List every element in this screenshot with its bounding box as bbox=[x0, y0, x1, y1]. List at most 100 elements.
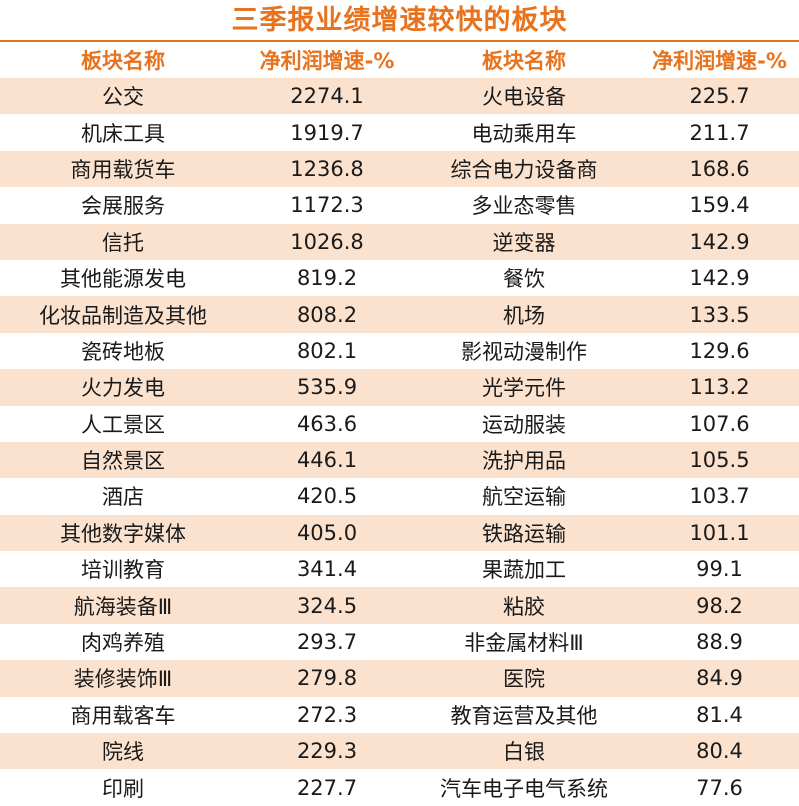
left-sector-name-cell: 公交 bbox=[0, 78, 246, 115]
left-sector-name-cell: 培训教育 bbox=[0, 551, 246, 588]
header-row: 板块名称 净利润增速-% 板块名称 净利润增速-% bbox=[0, 42, 799, 78]
right-profit-growth-cell: 98.2 bbox=[640, 587, 799, 624]
left-profit-growth-cell: 819.2 bbox=[246, 259, 408, 297]
header-sector-name-left: 板块名称 bbox=[81, 49, 165, 73]
table-row: 院线 229.3 白银 80.4 bbox=[0, 733, 799, 770]
left-profit-growth-cell: 535.9 bbox=[246, 369, 408, 406]
left-profit-growth-cell: 1026.8 bbox=[246, 223, 408, 260]
right-profit-growth-cell: 113.2 bbox=[640, 369, 799, 406]
right-profit-growth-cell: 99.1 bbox=[640, 551, 799, 588]
right-sector-name-cell: 医院 bbox=[408, 660, 640, 697]
right-profit-growth-cell: 84.9 bbox=[640, 660, 799, 697]
table-row: 人工景区 463.6 运动服装 107.6 bbox=[0, 405, 799, 442]
right-profit-growth-cell: 77.6 bbox=[640, 769, 799, 806]
table-row: 商用载货车 1236.8 综合电力设备商 168.6 bbox=[0, 150, 799, 188]
left-sector-name-cell: 装修装饰Ⅲ bbox=[0, 660, 246, 697]
table-row: 航海装备Ⅲ 324.5 粘胶 98.2 bbox=[0, 587, 799, 624]
right-sector-name-cell: 粘胶 bbox=[408, 587, 640, 624]
right-profit-growth-cell: 103.7 bbox=[640, 478, 799, 515]
left-sector-name-cell: 商用载客车 bbox=[0, 696, 246, 734]
left-profit-growth-cell: 802.1 bbox=[246, 332, 408, 370]
table-row: 机床工具 1919.7 电动乘用车 211.7 bbox=[0, 114, 799, 151]
left-profit-growth-cell: 229.3 bbox=[246, 733, 408, 770]
right-profit-growth-cell: 81.4 bbox=[640, 696, 799, 734]
left-profit-growth-cell: 2274.1 bbox=[246, 78, 408, 115]
left-sector-name-cell: 自然景区 bbox=[0, 441, 246, 479]
table-row: 其他能源发电 819.2 餐饮 142.9 bbox=[0, 259, 799, 297]
right-profit-growth-cell: 88.9 bbox=[640, 623, 799, 661]
right-profit-growth-cell: 129.6 bbox=[640, 332, 799, 370]
table-row: 肉鸡养殖 293.7 非金属材料Ⅲ 88.9 bbox=[0, 623, 799, 661]
right-sector-name-cell: 电动乘用车 bbox=[408, 114, 640, 151]
left-sector-name-cell: 火力发电 bbox=[0, 369, 246, 406]
right-profit-growth-cell: 159.4 bbox=[640, 187, 799, 224]
left-sector-name-cell: 肉鸡养殖 bbox=[0, 623, 246, 661]
left-sector-name-cell: 航海装备Ⅲ bbox=[0, 587, 246, 624]
right-sector-name-cell: 光学元件 bbox=[408, 369, 640, 406]
table-header: 板块名称 净利润增速-% 板块名称 净利润增速-% bbox=[0, 42, 799, 78]
right-profit-growth-cell: 225.7 bbox=[640, 78, 799, 115]
header-profit-growth-left: 净利润增速-% bbox=[259, 49, 395, 73]
table-row: 自然景区 446.1 洗护用品 105.5 bbox=[0, 441, 799, 479]
left-sector-name-cell: 会展服务 bbox=[0, 187, 246, 224]
left-profit-growth-cell: 341.4 bbox=[246, 551, 408, 588]
left-sector-name-cell: 院线 bbox=[0, 733, 246, 770]
left-sector-name-cell: 印刷 bbox=[0, 769, 246, 806]
left-profit-growth-cell: 324.5 bbox=[246, 587, 408, 624]
table-row: 瓷砖地板 802.1 影视动漫制作 129.6 bbox=[0, 332, 799, 370]
right-profit-growth-cell: 142.9 bbox=[640, 259, 799, 297]
right-profit-growth-cell: 101.1 bbox=[640, 514, 799, 552]
right-sector-name-cell: 机场 bbox=[408, 296, 640, 333]
right-profit-growth-cell: 105.5 bbox=[640, 441, 799, 479]
left-profit-growth-cell: 405.0 bbox=[246, 514, 408, 552]
right-sector-name-cell: 多业态零售 bbox=[408, 187, 640, 224]
left-profit-growth-cell: 227.7 bbox=[246, 769, 408, 806]
right-profit-growth-cell: 142.9 bbox=[640, 223, 799, 260]
table-row: 火力发电 535.9 光学元件 113.2 bbox=[0, 369, 799, 406]
right-sector-name-cell: 汽车电子电气系统 bbox=[408, 769, 640, 806]
left-profit-growth-cell: 272.3 bbox=[246, 696, 408, 734]
right-sector-name-cell: 白银 bbox=[408, 733, 640, 770]
right-profit-growth-cell: 80.4 bbox=[640, 733, 799, 770]
right-sector-name-cell: 餐饮 bbox=[408, 259, 640, 297]
header-sector-name-right: 板块名称 bbox=[482, 49, 566, 73]
left-profit-growth-cell: 420.5 bbox=[246, 478, 408, 515]
right-sector-name-cell: 洗护用品 bbox=[408, 441, 640, 479]
table-row: 公交 2274.1 火电设备 225.7 bbox=[0, 78, 799, 115]
right-sector-name-cell: 航空运输 bbox=[408, 478, 640, 515]
right-profit-growth-cell: 107.6 bbox=[640, 405, 799, 442]
left-profit-growth-cell: 808.2 bbox=[246, 296, 408, 333]
sector-growth-table: 板块名称 净利润增速-% 板块名称 净利润增速-% 公交 2274.1 火电设备 22… bbox=[0, 42, 799, 806]
right-sector-name-cell: 教育运营及其他 bbox=[408, 696, 640, 734]
right-sector-name-cell: 果蔬加工 bbox=[408, 551, 640, 588]
right-profit-growth-cell: 211.7 bbox=[640, 114, 799, 151]
table-body: 公交 2274.1 火电设备 225.7 机床工具 1919.7 电动乘用车 211.7 商用载… bbox=[0, 78, 799, 806]
table-row: 信托 1026.8 逆变器 142.9 bbox=[0, 223, 799, 260]
table-row: 商用载客车 272.3 教育运营及其他 81.4 bbox=[0, 696, 799, 734]
left-profit-growth-cell: 1919.7 bbox=[246, 114, 408, 151]
left-sector-name-cell: 其他能源发电 bbox=[0, 259, 246, 297]
table-row: 培训教育 341.4 果蔬加工 99.1 bbox=[0, 551, 799, 588]
left-sector-name-cell: 化妆品制造及其他 bbox=[0, 296, 246, 333]
right-sector-name-cell: 非金属材料Ⅲ bbox=[408, 623, 640, 661]
left-sector-name-cell: 机床工具 bbox=[0, 114, 246, 151]
right-sector-name-cell: 综合电力设备商 bbox=[408, 150, 640, 188]
right-sector-name-cell: 铁路运输 bbox=[408, 514, 640, 552]
table-row: 印刷 227.7 汽车电子电气系统 77.6 bbox=[0, 769, 799, 806]
table-title: 三季报业绩增速较快的板块 bbox=[0, 0, 799, 42]
table-row: 其他数字媒体 405.0 铁路运输 101.1 bbox=[0, 514, 799, 552]
right-sector-name-cell: 影视动漫制作 bbox=[408, 332, 640, 370]
table-row: 装修装饰Ⅲ 279.8 医院 84.9 bbox=[0, 660, 799, 697]
left-sector-name-cell: 信托 bbox=[0, 223, 246, 260]
right-profit-growth-cell: 168.6 bbox=[640, 150, 799, 188]
right-sector-name-cell: 运动服装 bbox=[408, 405, 640, 442]
left-profit-growth-cell: 279.8 bbox=[246, 660, 408, 697]
left-sector-name-cell: 商用载货车 bbox=[0, 150, 246, 188]
right-sector-name-cell: 火电设备 bbox=[408, 78, 640, 115]
left-profit-growth-cell: 293.7 bbox=[246, 623, 408, 661]
left-sector-name-cell: 瓷砖地板 bbox=[0, 332, 246, 370]
header-profit-growth-right: 净利润增速-% bbox=[652, 49, 787, 73]
right-sector-name-cell: 逆变器 bbox=[408, 223, 640, 260]
table-row: 会展服务 1172.3 多业态零售 159.4 bbox=[0, 187, 799, 224]
